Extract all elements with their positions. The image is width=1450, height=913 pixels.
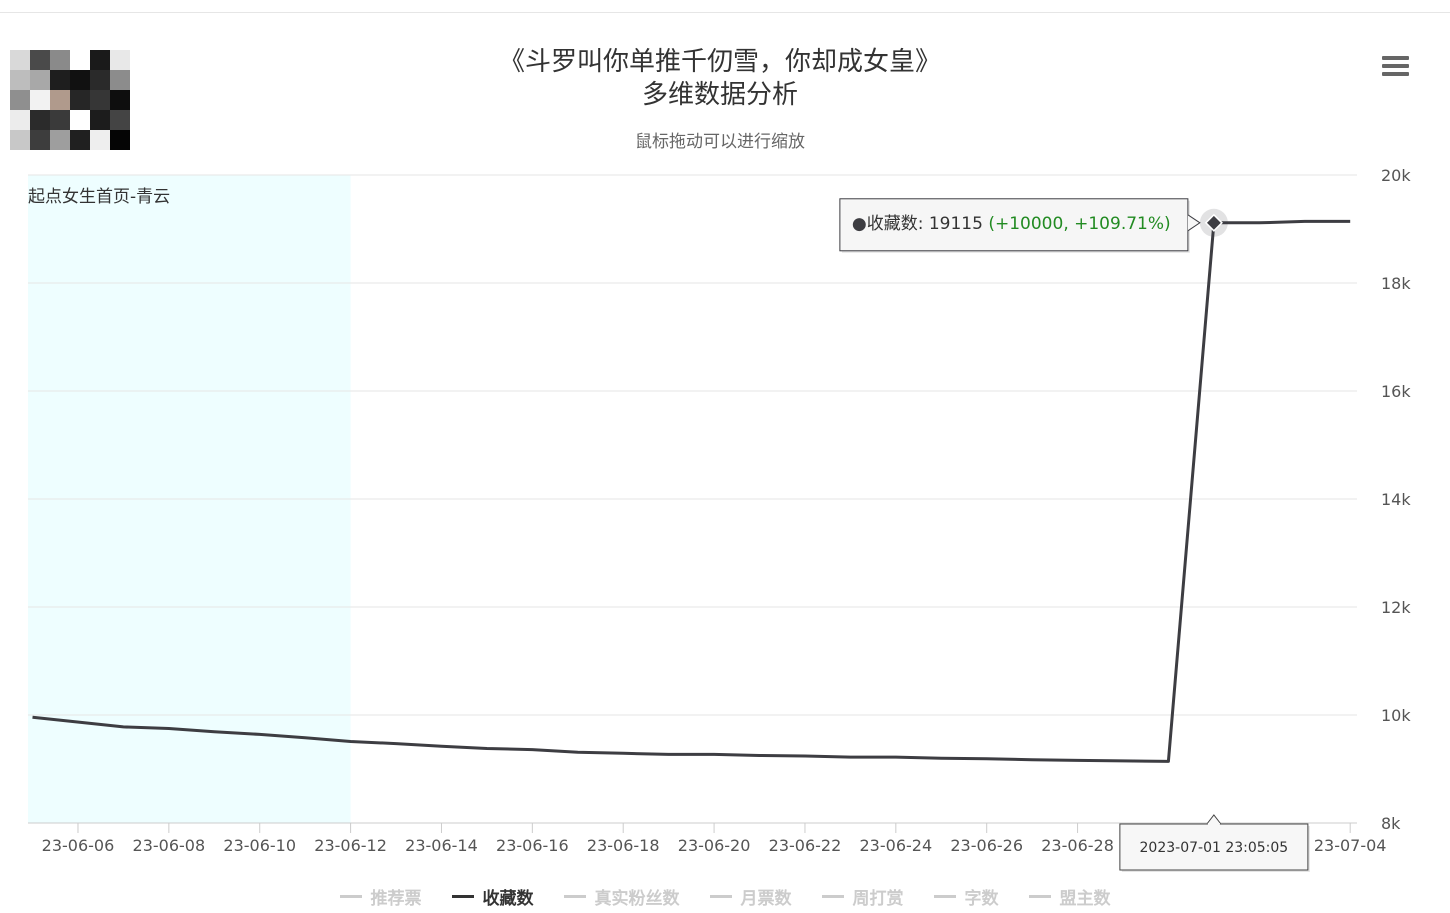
avatar-pixel: [90, 130, 110, 150]
avatar-pixel: [70, 90, 90, 110]
avatar-pixel: [30, 90, 50, 110]
series-line[interactable]: [32, 219, 1351, 763]
legend-label: 周打赏: [852, 888, 904, 909]
x-tick-label: 23-07-04: [1314, 836, 1387, 855]
legend-item[interactable]: 收藏数: [451, 883, 534, 909]
avatar-pixel: [30, 130, 50, 150]
legend-label: 盟主数: [1059, 888, 1111, 909]
y-tick-label: 16k: [1381, 382, 1411, 401]
x-axis-tooltip: 2023-07-01 23:05:05: [1119, 814, 1310, 872]
series-tooltip: ●收藏数: 19115 (+10000, +109.71%): [839, 198, 1201, 253]
tooltip-bullet: ●: [852, 214, 867, 234]
avatar-pixel: [30, 70, 50, 90]
avatar-pixel: [70, 130, 90, 150]
avatar-pixel: [10, 110, 30, 130]
avatar-pixel: [110, 110, 130, 130]
legend-item[interactable]: 盟主数: [1028, 883, 1111, 909]
tooltip-value: 19115: [929, 214, 983, 234]
hover-point-marker: [1204, 213, 1223, 232]
legend-swatch: [451, 894, 474, 898]
x-tick-label: 23-06-28: [1041, 836, 1114, 855]
x-tooltip-box: [1119, 823, 1309, 871]
avatar-pixel: [70, 110, 90, 130]
avatar-pixel: [10, 50, 30, 70]
x-tick-label: 23-06-06: [42, 836, 115, 855]
avatar-pixel: [110, 130, 130, 150]
avatar-pixel: [50, 70, 70, 90]
avatar-pixel: [70, 50, 90, 70]
x-tick-label: 23-06-26: [950, 836, 1023, 855]
tooltip-text: ●收藏数: 19115 (+10000, +109.71%): [852, 214, 1171, 234]
tooltip-change: (+10000, +109.71%): [988, 214, 1170, 234]
x-tick-label: 23-06-08: [133, 836, 206, 855]
legend-label: 月票数: [740, 888, 792, 909]
top-divider: [0, 12, 1450, 13]
y-tick-label: 12k: [1381, 598, 1411, 617]
avatar-pixel: [110, 70, 130, 90]
hamburger-menu-icon[interactable]: [1382, 56, 1409, 80]
avatar-pixel: [90, 50, 110, 70]
chart-title-line2: 多维数据分析: [641, 80, 798, 110]
tooltip-pointer: [1187, 214, 1201, 232]
x-tick-label: 23-06-22: [769, 836, 842, 855]
chart-subtitle: 鼠标拖动可以进行缩放: [635, 132, 805, 152]
legend-item[interactable]: 真实粉丝数: [563, 883, 680, 909]
menu-bar-icon: [1382, 72, 1409, 76]
avatar-pixel: [30, 50, 50, 70]
x-tick-label: 23-06-14: [405, 836, 478, 855]
x-tick-label: 23-06-16: [496, 836, 569, 855]
book-cover-avatar: [10, 50, 130, 150]
legend-swatch: [933, 894, 956, 898]
tooltip-box: [839, 198, 1189, 252]
x-tick-label: 23-06-12: [314, 836, 387, 855]
legend-item[interactable]: 推荐票: [339, 883, 422, 909]
x-tooltip-pointer: [1206, 814, 1222, 825]
avatar-pixel: [50, 130, 70, 150]
legend-swatch: [563, 894, 586, 898]
legend-swatch: [1028, 894, 1051, 898]
avatar-pixel: [10, 130, 30, 150]
legend-item[interactable]: 字数: [933, 883, 999, 909]
avatar-pixel: [110, 90, 130, 110]
avatar-pixel: [10, 70, 30, 90]
legend-item[interactable]: 周打赏: [821, 883, 904, 909]
plot-band-label: 起点女生首页-青云: [28, 187, 170, 207]
y-tick-label: 10k: [1381, 706, 1411, 725]
avatar-pixel: [110, 50, 130, 70]
legend-label: 收藏数: [482, 888, 534, 909]
x-tick-label: 23-06-24: [860, 836, 933, 855]
chart-title-line1: 《斗罗叫你单推千仞雪，你却成女皇》: [498, 47, 941, 77]
legend-swatch: [709, 894, 732, 898]
avatar-pixel: [50, 90, 70, 110]
x-tick-label: 23-06-10: [223, 836, 296, 855]
avatar-pixel: [70, 70, 90, 90]
chart-title: 《斗罗叫你单推千仞雪，你却成女皇》 多维数据分析: [320, 46, 1120, 112]
y-tick-label: 18k: [1381, 274, 1411, 293]
y-tick-label: 8k: [1381, 814, 1401, 833]
avatar-pixel: [90, 90, 110, 110]
tooltip-series-label: 收藏数: [867, 214, 918, 234]
x-tooltip-text: 2023-07-01 23:05:05: [1140, 840, 1289, 856]
legend-label: 字数: [964, 888, 999, 909]
avatar-pixel: [50, 50, 70, 70]
tooltip-separator: :: [918, 214, 929, 234]
y-tick-label: 14k: [1381, 490, 1411, 509]
avatar-pixel: [90, 70, 110, 90]
chart-legend: 推荐票 收藏数 真实粉丝数 月票数 周打赏 字数 盟主数: [300, 883, 1150, 909]
legend-label: 推荐票: [370, 888, 422, 909]
avatar-pixel: [30, 110, 50, 130]
avatar-pixel: [50, 110, 70, 130]
x-tick-label: 23-06-18: [587, 836, 660, 855]
legend-item[interactable]: 月票数: [709, 883, 792, 909]
legend-swatch: [821, 894, 844, 898]
avatar-pixel: [10, 90, 30, 110]
legend-label: 真实粉丝数: [594, 888, 680, 909]
menu-bar-icon: [1382, 64, 1409, 68]
menu-bar-icon: [1382, 56, 1409, 60]
legend-swatch: [339, 894, 362, 898]
x-tick-label: 23-06-20: [678, 836, 751, 855]
avatar-pixel: [90, 110, 110, 130]
y-tick-label: 20k: [1381, 166, 1411, 185]
